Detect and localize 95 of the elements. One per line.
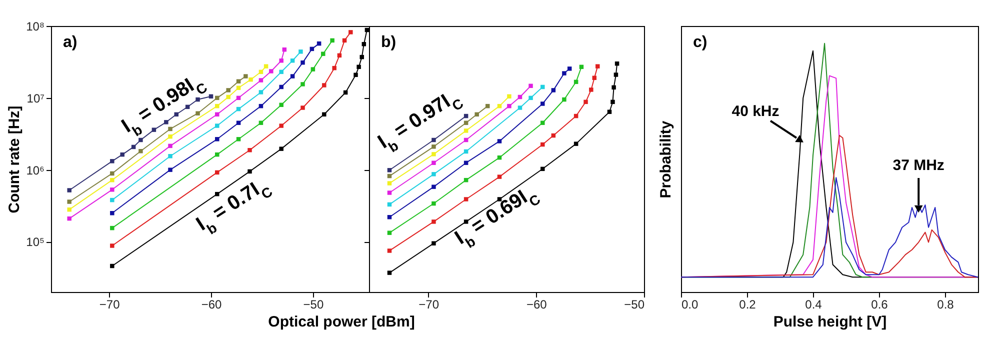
point — [264, 64, 268, 68]
point — [110, 198, 114, 202]
x-axis-title: Optical power [dBm] — [268, 314, 415, 330]
x-tick-label: −60 — [526, 298, 548, 312]
point — [279, 124, 284, 128]
x-tick-label: −50 — [303, 298, 324, 312]
annotation: 37 MHz — [892, 156, 944, 174]
annotation: b) — [381, 34, 396, 51]
x-tick-label: 0.4 — [805, 298, 822, 312]
point — [168, 126, 172, 132]
point — [110, 171, 114, 176]
y-axis-title: Probability — [658, 120, 674, 198]
annotation: 40 kHz — [732, 102, 780, 120]
point — [67, 207, 72, 212]
point — [236, 137, 241, 142]
point — [236, 120, 241, 125]
y-tick-label: 10⁵ — [26, 235, 45, 250]
point — [300, 106, 305, 110]
point — [310, 67, 316, 72]
point — [248, 169, 252, 174]
point — [364, 28, 369, 32]
point — [196, 111, 200, 116]
point — [110, 188, 114, 192]
point — [215, 137, 220, 142]
point — [332, 66, 336, 70]
point — [290, 74, 295, 78]
point — [110, 211, 114, 216]
annotation: a) — [63, 34, 78, 51]
point — [67, 216, 72, 221]
x-tick-label: −50 — [624, 298, 645, 312]
point — [279, 102, 284, 108]
point — [152, 128, 156, 132]
point — [269, 69, 274, 74]
point — [174, 112, 178, 117]
point — [248, 148, 252, 152]
point — [279, 58, 284, 63]
point — [215, 124, 220, 128]
annotation: c) — [693, 34, 708, 51]
point — [215, 112, 220, 117]
x-tick-label: −70 — [418, 298, 440, 312]
point — [110, 244, 114, 248]
point — [330, 38, 334, 43]
point — [110, 159, 114, 164]
point — [322, 112, 326, 117]
point — [110, 226, 114, 230]
point — [196, 97, 200, 102]
point — [215, 192, 220, 196]
point — [120, 152, 124, 157]
point — [244, 74, 248, 78]
point — [298, 50, 303, 54]
point — [168, 154, 172, 158]
point — [138, 138, 143, 142]
point — [354, 72, 358, 78]
point — [168, 168, 172, 172]
point — [168, 134, 172, 139]
point — [138, 149, 143, 154]
point — [348, 30, 353, 34]
point — [67, 200, 72, 204]
point — [164, 120, 168, 124]
point — [258, 120, 264, 125]
point — [279, 70, 284, 74]
x-tick-label: 0.6 — [871, 298, 888, 312]
y-tick-label: 10⁸ — [26, 20, 44, 34]
point — [215, 152, 220, 157]
point — [67, 188, 72, 192]
y-tick-label: 10⁷ — [26, 91, 44, 106]
point — [300, 82, 305, 86]
point — [248, 77, 253, 82]
x-tick-label: 0.0 — [682, 298, 699, 312]
point — [236, 79, 241, 84]
y-tick-label: 10⁶ — [26, 163, 45, 178]
point — [322, 83, 326, 88]
point — [236, 86, 241, 90]
x-tick-label: 0.8 — [937, 298, 954, 312]
point — [360, 54, 364, 60]
point — [321, 52, 326, 56]
x-axis-title: Pulse height [V] — [773, 314, 887, 330]
point — [168, 144, 172, 148]
x-tick-label: 0.2 — [739, 298, 756, 312]
point — [110, 264, 114, 268]
y-axis-title: Count rate [Hz] — [6, 106, 24, 214]
point — [110, 178, 114, 182]
point — [215, 104, 220, 108]
point — [258, 78, 264, 82]
point — [279, 84, 284, 90]
point — [215, 170, 220, 175]
point — [215, 96, 220, 100]
point — [258, 90, 264, 94]
point — [279, 146, 284, 151]
x-tick-label: −70 — [99, 298, 120, 312]
point — [226, 94, 230, 100]
point — [356, 64, 361, 70]
point — [300, 60, 305, 65]
point — [226, 88, 230, 92]
x-tick-label: −60 — [201, 298, 222, 312]
